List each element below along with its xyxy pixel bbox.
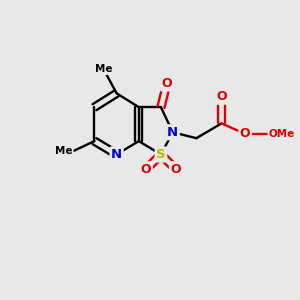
Text: S: S bbox=[156, 148, 166, 161]
Text: Me: Me bbox=[55, 146, 72, 157]
Text: O: O bbox=[170, 163, 181, 176]
Text: O: O bbox=[161, 77, 172, 90]
Text: Me: Me bbox=[94, 64, 112, 74]
Text: OMe: OMe bbox=[269, 129, 295, 139]
Text: N: N bbox=[167, 126, 178, 139]
Text: O: O bbox=[216, 90, 227, 103]
Text: N: N bbox=[111, 148, 122, 161]
Text: O: O bbox=[141, 163, 152, 176]
Text: O: O bbox=[240, 127, 250, 140]
